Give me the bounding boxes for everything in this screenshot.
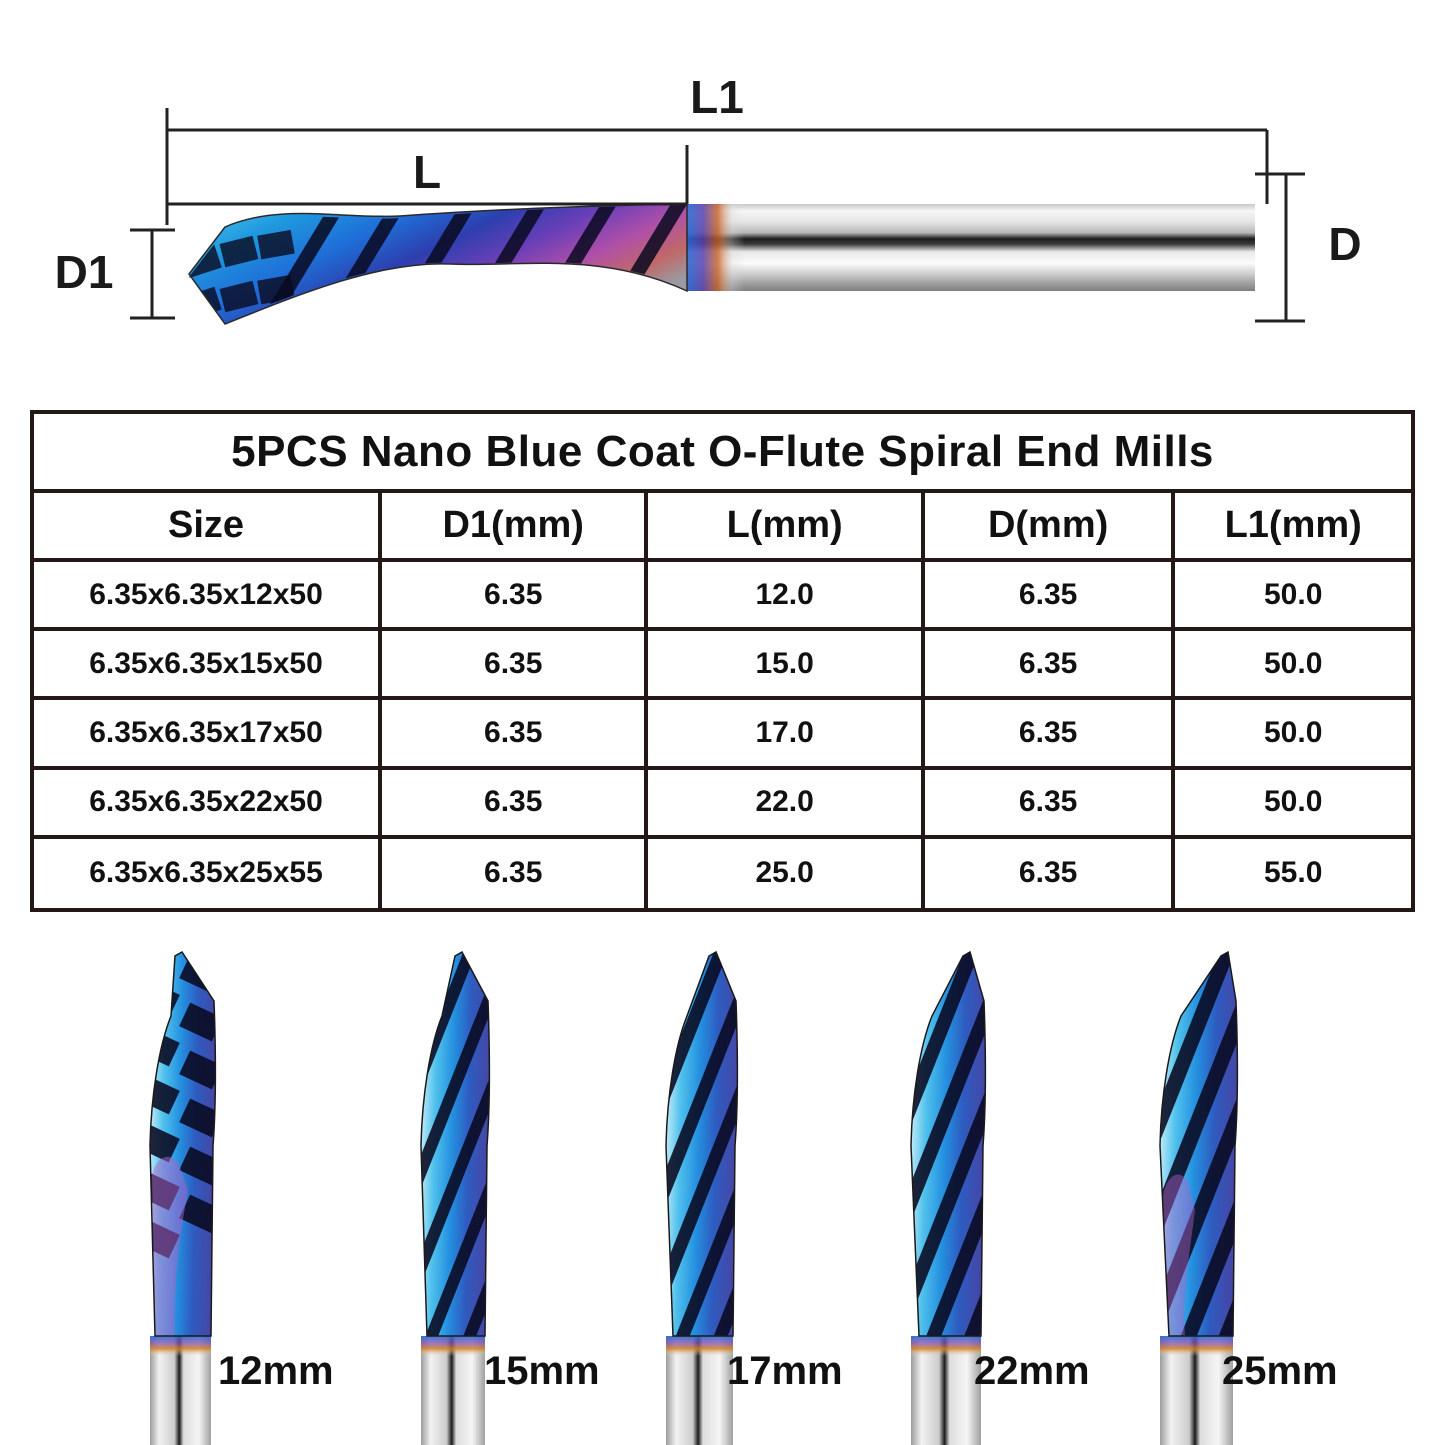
svg-text:D1: D1 [55,246,114,298]
svg-text:L: L [413,146,441,198]
svg-text:D: D [1328,218,1361,270]
svg-text:L1: L1 [690,71,744,123]
